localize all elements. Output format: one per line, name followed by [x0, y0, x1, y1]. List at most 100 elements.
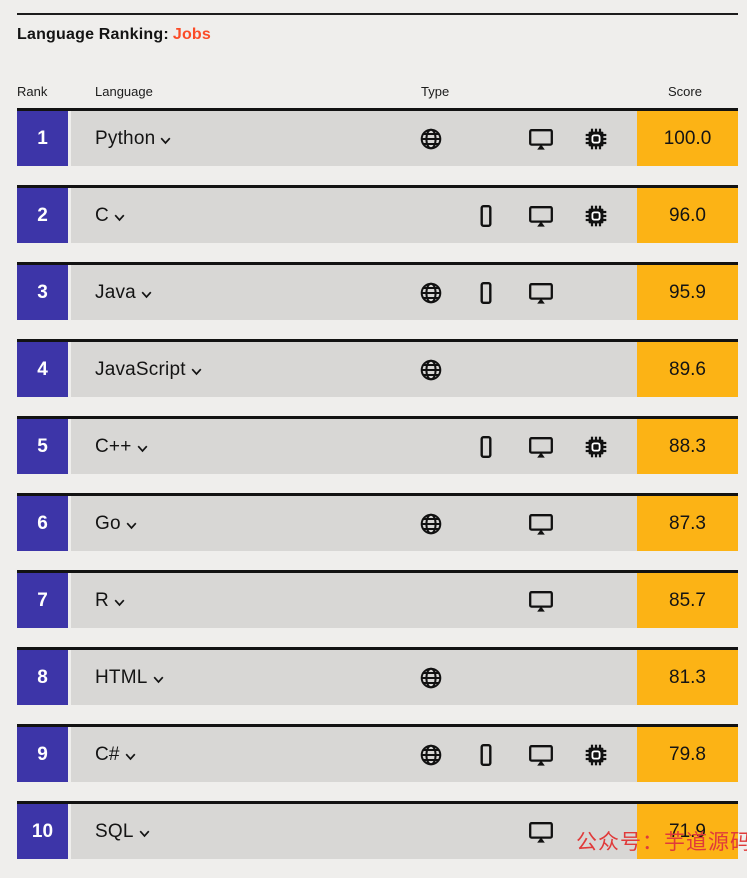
monitor-icon — [528, 281, 554, 305]
chevron-down-icon — [114, 214, 125, 221]
chevron-down-icon — [139, 830, 150, 837]
table-row: 1 Python 100.0 — [17, 108, 738, 166]
monitor-icon — [528, 127, 554, 151]
score-cell: 71.9 — [637, 804, 738, 859]
type-icons — [403, 188, 623, 243]
type-icons — [403, 419, 623, 474]
type-icons — [403, 342, 623, 397]
language-cell: C++ — [71, 419, 637, 474]
chip-icon — [584, 743, 608, 767]
chevron-down-icon — [126, 522, 137, 529]
language-dropdown[interactable]: C++ — [95, 436, 148, 458]
language-name: JavaScript — [95, 358, 186, 380]
type-icons — [403, 573, 623, 628]
type-slot-web — [403, 804, 458, 859]
monitor-icon — [528, 820, 554, 844]
type-slot-desktop — [513, 419, 568, 474]
language-name: C++ — [95, 435, 132, 457]
type-slot-mobile — [458, 496, 513, 551]
type-slot-embedded — [568, 342, 623, 397]
monitor-icon — [528, 743, 554, 767]
rank-badge: 9 — [17, 727, 68, 782]
type-slot-web — [403, 111, 458, 166]
globe-icon — [419, 743, 443, 767]
language-dropdown[interactable]: JavaScript — [95, 359, 202, 381]
type-slot-web — [403, 650, 458, 705]
rank-badge: 7 — [17, 573, 68, 628]
column-header-language: Language — [95, 84, 153, 99]
chevron-down-icon — [114, 599, 125, 606]
language-cell: C# — [71, 727, 637, 782]
type-slot-embedded — [568, 727, 623, 782]
table-row: 2 C 96.0 — [17, 185, 738, 243]
smartphone-icon — [474, 435, 498, 459]
page-title-category: Jobs — [172, 26, 212, 43]
language-name: C# — [95, 743, 120, 765]
language-name: Python — [95, 127, 156, 149]
column-header-score: Score — [668, 84, 702, 99]
column-header-rank: Rank — [17, 84, 48, 99]
table-row: 9 C# 79.8 — [17, 724, 738, 782]
watermark: 公众号：芋道源码 — [576, 830, 747, 854]
chevron-down-icon — [125, 753, 136, 760]
chip-icon — [584, 204, 608, 228]
language-dropdown[interactable]: C — [95, 205, 125, 227]
language-dropdown[interactable]: C# — [95, 744, 136, 766]
language-dropdown[interactable]: Go — [95, 513, 137, 535]
type-icons — [403, 111, 623, 166]
language-name: HTML — [95, 666, 148, 688]
globe-icon — [419, 281, 443, 305]
chevron-down-icon — [137, 445, 147, 452]
language-name: Go — [95, 512, 121, 534]
language-dropdown[interactable]: Python — [95, 128, 171, 150]
type-slot-web — [403, 419, 458, 474]
monitor-icon — [528, 435, 554, 459]
type-slot-mobile — [458, 111, 513, 166]
table-row: 3 Java 95.9 — [17, 262, 738, 320]
type-slot-desktop — [513, 265, 568, 320]
type-slot-mobile — [458, 419, 513, 474]
column-headers: Rank Language Type Score — [0, 84, 747, 100]
table-row: 4 JavaScript 89.6 — [17, 339, 738, 397]
language-dropdown[interactable]: HTML — [95, 667, 164, 689]
language-cell: HTML — [71, 650, 637, 705]
type-slot-embedded — [568, 111, 623, 166]
language-dropdown[interactable]: Java — [95, 282, 152, 304]
language-name: R — [95, 589, 109, 611]
type-slot-web — [403, 342, 458, 397]
language-dropdown[interactable]: R — [95, 590, 125, 612]
type-icons — [403, 804, 623, 859]
language-cell: R — [71, 573, 637, 628]
rank-badge: 3 — [17, 265, 68, 320]
score-cell: 85.7 — [637, 573, 738, 628]
smartphone-icon — [474, 204, 498, 228]
ranking-table: 1 Python 100.0 2 C 96.0 3 — [17, 108, 738, 878]
type-slot-mobile — [458, 188, 513, 243]
language-name: SQL — [95, 820, 134, 842]
rank-badge: 10 — [17, 804, 68, 859]
language-dropdown[interactable]: SQL — [95, 821, 150, 843]
monitor-icon — [528, 512, 554, 536]
rank-badge: 1 — [17, 111, 68, 166]
monitor-icon — [528, 589, 554, 613]
top-rule — [17, 13, 738, 15]
score-cell: 87.3 — [637, 496, 738, 551]
type-slot-mobile — [458, 265, 513, 320]
page-title-prefix: Language Ranking: — [17, 26, 169, 43]
globe-icon — [419, 512, 443, 536]
score-cell: 79.8 — [637, 727, 738, 782]
language-cell: Go — [71, 496, 637, 551]
language-name: C — [95, 204, 109, 226]
page-title: Language Ranking: Jobs — [17, 26, 211, 44]
globe-icon — [419, 358, 443, 382]
type-slot-desktop — [513, 650, 568, 705]
rank-badge: 2 — [17, 188, 68, 243]
score-cell: 81.3 — [637, 650, 738, 705]
type-slot-web — [403, 188, 458, 243]
language-cell: SQL — [71, 804, 637, 859]
type-slot-embedded — [568, 650, 623, 705]
smartphone-icon — [474, 743, 498, 767]
language-cell: C — [71, 188, 637, 243]
type-slot-desktop — [513, 573, 568, 628]
type-slot-mobile — [458, 342, 513, 397]
